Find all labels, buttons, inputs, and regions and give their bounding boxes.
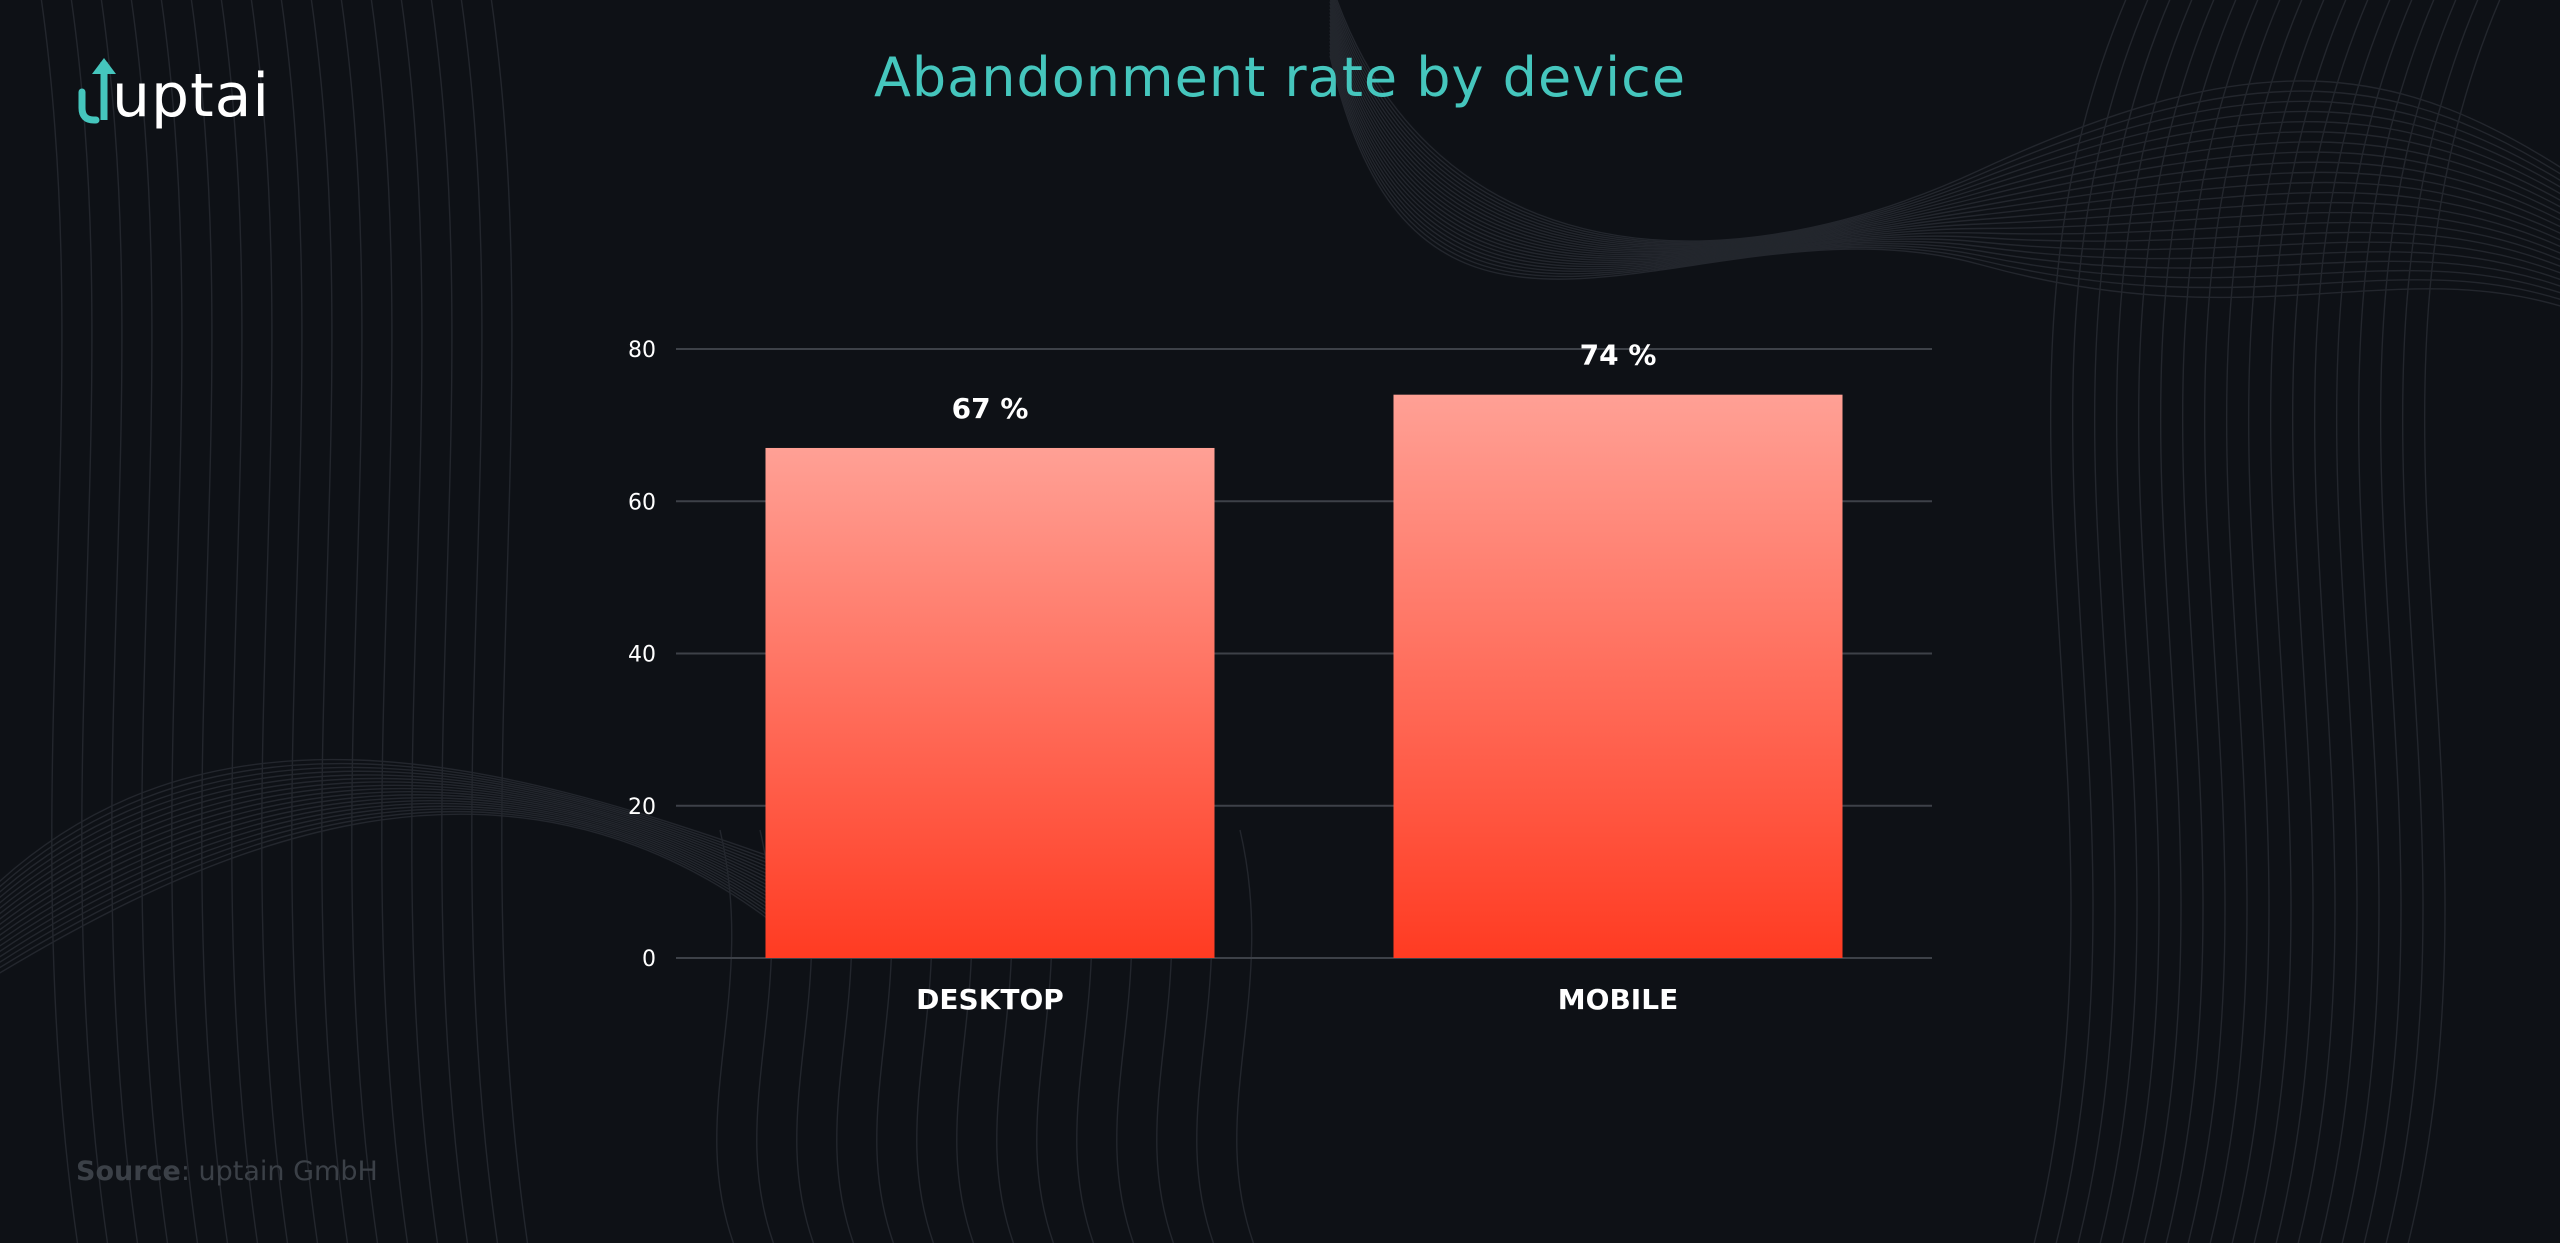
y-tick-label-20: 20: [628, 795, 656, 820]
y-tick-label-40: 40: [628, 643, 656, 668]
bar-desktop: [765, 447, 1215, 958]
value-label-desktop: 67 %: [952, 392, 1029, 425]
source-value: : uptain GmbH: [180, 1156, 378, 1187]
value-label-mobile: 74 %: [1580, 339, 1657, 372]
category-label-mobile: MOBILE: [1558, 983, 1678, 1016]
logo-text: uptain: [112, 61, 264, 131]
uptain-logo: uptain: [78, 58, 264, 131]
y-tick-label-0: 0: [642, 947, 656, 972]
y-tick-label-80: 80: [628, 338, 656, 363]
category-label-desktop: DESKTOP: [916, 983, 1064, 1016]
source-label: Source: [76, 1156, 181, 1187]
logo-arrow-icon: [78, 58, 116, 124]
y-tick-label-60: 60: [628, 490, 656, 515]
bar-mobile: [1393, 394, 1843, 958]
source-note: Source: uptain GmbH: [76, 1156, 378, 1187]
chart-title: Abandonment rate by device: [873, 46, 1687, 109]
